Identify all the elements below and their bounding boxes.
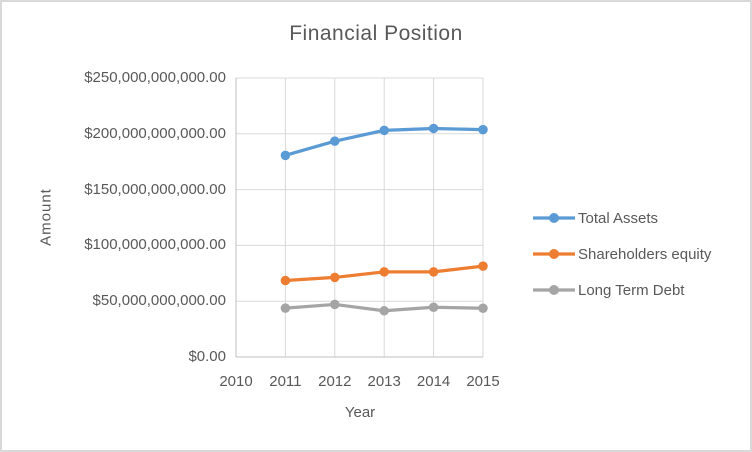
- x-tick-label: 2011: [269, 373, 302, 390]
- x-tick-label: 2012: [318, 373, 352, 390]
- series-marker-long-term-debt-2015[interactable]: [478, 303, 488, 313]
- x-tick-label: 2010: [219, 373, 253, 390]
- x-tick-label: 2014: [416, 373, 451, 390]
- series-marker-shareholders-equity-2014[interactable]: [428, 267, 439, 277]
- x-axis-title: Year: [344, 404, 376, 421]
- legend-line-marker-icon: [533, 285, 575, 295]
- legend-line-marker-icon: [533, 213, 575, 223]
- series-marker-total-assets-2011[interactable]: [280, 150, 291, 161]
- y-tick-label: $150,000,000,000.00: [84, 180, 226, 198]
- series-marker-total-assets-2014[interactable]: [428, 123, 439, 134]
- y-axis-title: Amount: [37, 188, 55, 246]
- series-marker-long-term-debt-2011[interactable]: [280, 303, 291, 313]
- series-marker-shareholders-equity-2015[interactable]: [478, 261, 488, 271]
- x-tick-label: 2013: [367, 373, 401, 390]
- legend-label: Long Term Debt: [578, 281, 685, 299]
- y-tick-label: $200,000,000,000.00: [84, 124, 226, 142]
- series-marker-total-assets-2015[interactable]: [478, 124, 488, 135]
- y-tick-label: $50,000,000,000.00: [92, 292, 226, 310]
- series-marker-long-term-debt-2014[interactable]: [428, 302, 439, 312]
- series-marker-total-assets-2013[interactable]: [379, 125, 389, 136]
- legend-line-marker-icon: [533, 249, 575, 259]
- series-marker-shareholders-equity-2011[interactable]: [280, 275, 291, 286]
- legend-item-shareholders-equity[interactable]: Shareholders equity: [532, 243, 711, 265]
- series-marker-long-term-debt-2013[interactable]: [379, 306, 389, 316]
- legend-item-total-assets[interactable]: Total Assets: [532, 207, 658, 229]
- series-marker-total-assets-2012[interactable]: [330, 136, 340, 146]
- y-tick-label: $100,000,000,000.00: [84, 236, 226, 254]
- series-marker-shareholders-equity-2013[interactable]: [379, 267, 389, 277]
- series-marker-shareholders-equity-2012[interactable]: [330, 272, 340, 283]
- legend-label: Shareholders equity: [578, 245, 712, 263]
- legend-label: Total Assets: [578, 209, 659, 227]
- x-tick-label: 2015: [466, 373, 500, 390]
- chart-title: Financial Position: [289, 22, 463, 45]
- legend-item-long-term-debt[interactable]: Long Term Debt: [532, 279, 684, 301]
- y-tick-label: $0.00: [188, 348, 226, 365]
- series-marker-long-term-debt-2012[interactable]: [330, 299, 340, 310]
- y-tick-label: $250,000,000,000.00: [84, 69, 226, 86]
